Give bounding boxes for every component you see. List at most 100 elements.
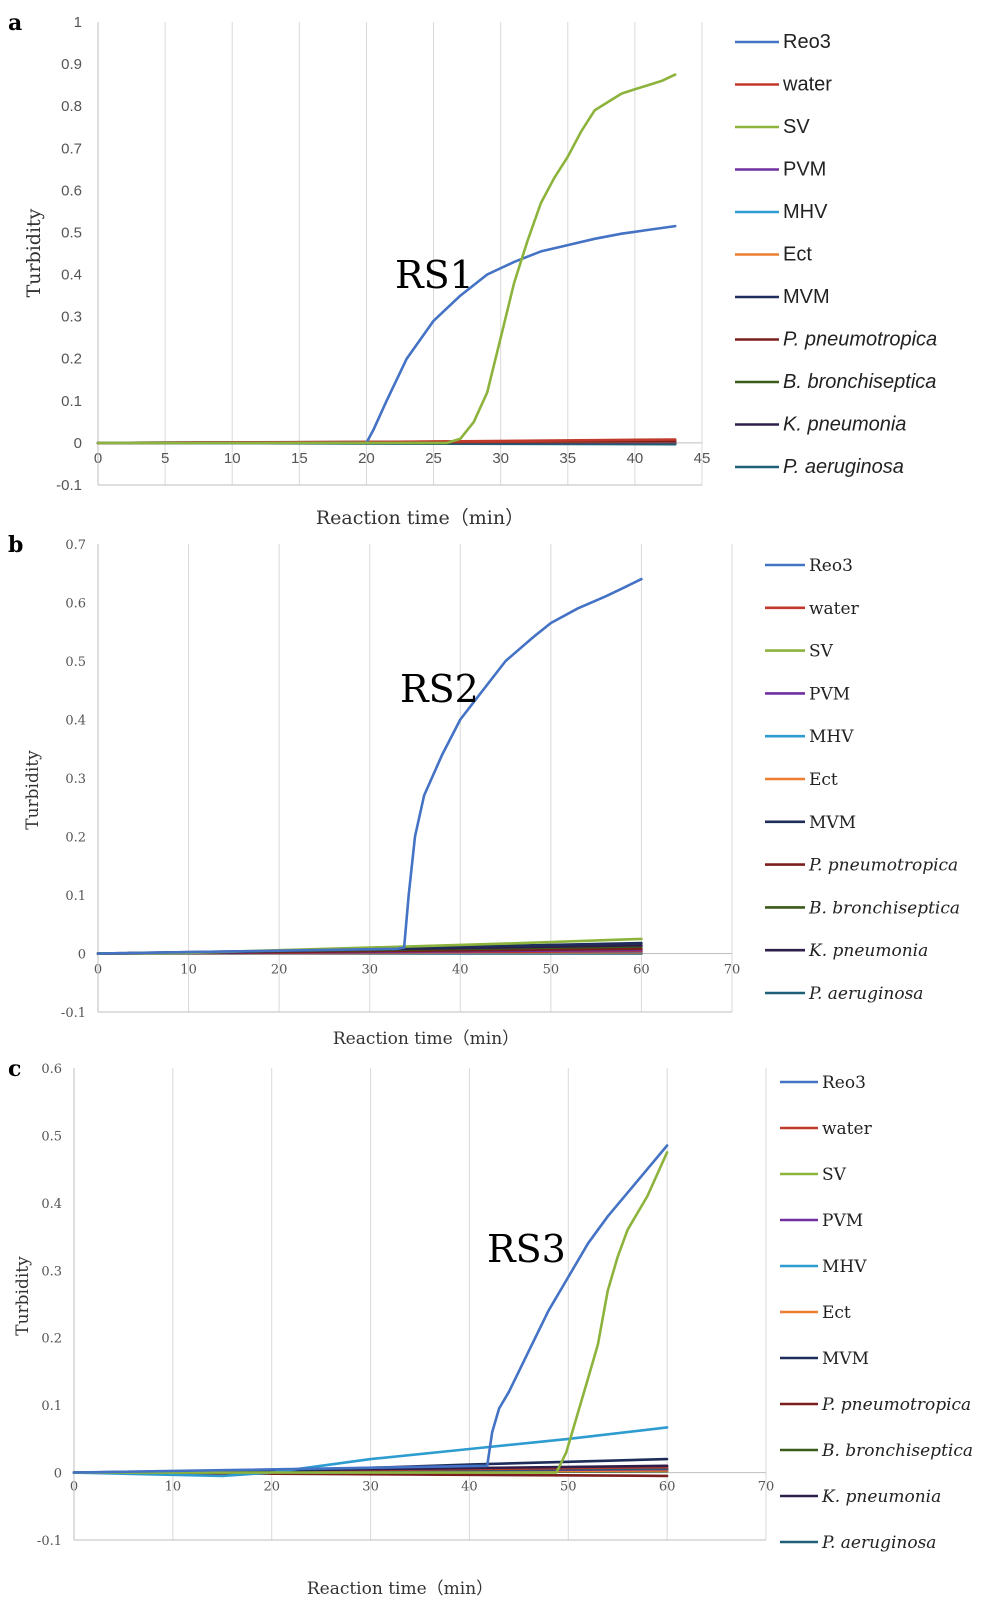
series-line-reo3 <box>72 1144 669 1474</box>
legend-label: MHV <box>822 1257 867 1277</box>
legend-item: MVM <box>765 813 856 833</box>
curve-annotation: RS3 <box>487 1227 566 1271</box>
y-tick-label: 0.9 <box>61 56 82 73</box>
legend-label: water <box>782 74 832 96</box>
legend-item: Reo3 <box>735 31 831 53</box>
legend-item: PVM <box>780 1211 863 1231</box>
y-tick-label: 0 <box>54 1467 62 1482</box>
legend-item: Ect <box>765 770 838 790</box>
y-tick-label: 0.2 <box>61 351 82 368</box>
y-tick-label: 0.2 <box>41 1332 62 1347</box>
legend-item: SV <box>765 642 834 662</box>
y-axis-title: Turbidity <box>23 750 43 830</box>
series-line-mhv <box>72 1426 669 1478</box>
x-tick-label: 45 <box>694 450 711 467</box>
legend-item: MHV <box>735 201 828 223</box>
legend-label: MVM <box>783 286 830 308</box>
y-tick-label: 0.4 <box>41 1197 62 1212</box>
legend-item: K. pneumonia <box>735 414 906 436</box>
y-tick-label: -0.1 <box>56 477 82 494</box>
legend-item: SV <box>735 116 810 138</box>
y-tick-label: -0.1 <box>37 1534 62 1549</box>
x-tick-label: 30 <box>362 1480 379 1495</box>
y-tick-label: 0.6 <box>65 597 86 612</box>
series-line-reo3 <box>96 577 643 955</box>
legend-label: B. bronchiseptica <box>783 371 936 393</box>
legend-label: MHV <box>783 201 828 223</box>
legend-label: B. bronchiseptica <box>808 898 960 918</box>
legend-label: PVM <box>822 1211 863 1231</box>
legend-label: SV <box>783 116 810 138</box>
panel-letter: a <box>8 10 22 36</box>
legend-item: P. aeruginosa <box>780 1533 936 1553</box>
x-tick-label: 50 <box>543 963 560 978</box>
y-tick-label: 0.5 <box>41 1129 62 1144</box>
x-tick-label: 70 <box>724 963 741 978</box>
x-tick-label: 40 <box>627 450 644 467</box>
legend-label: Ect <box>809 770 838 790</box>
legend-item: PVM <box>765 684 850 704</box>
grid-lines <box>188 544 733 1012</box>
y-tick-label: 0 <box>78 948 86 963</box>
legend-label: MVM <box>822 1349 869 1369</box>
legend-item: MVM <box>780 1349 869 1369</box>
y-tick-label: 0.1 <box>61 393 82 410</box>
legend-item: K. pneumonia <box>780 1487 941 1507</box>
legend-item: B. bronchiseptica <box>780 1441 973 1461</box>
legend-label: K. pneumonia <box>821 1487 941 1507</box>
legend-item: Ect <box>735 244 812 266</box>
legend-label: K. pneumonia <box>808 941 928 961</box>
legend-item: SV <box>780 1165 847 1185</box>
legend-label: water <box>809 599 860 619</box>
x-axis-title: Reaction time（min） <box>316 507 524 529</box>
y-tick-label: 1 <box>74 14 82 31</box>
x-axis-title: Reaction time（min） <box>333 1029 519 1049</box>
legend-item: PVM <box>735 159 826 181</box>
y-axis-title: Turbidity <box>23 208 45 297</box>
chart-panel-c: c 0 10 20 30 40 50 60 70 -0.1 0 0.1 0.2 0.3 0.4 0.5 0.6… <box>0 1056 1002 1600</box>
legend-item: Reo3 <box>780 1073 866 1093</box>
legend-label: P. aeruginosa <box>808 984 923 1004</box>
series-lines <box>96 577 643 955</box>
x-tick-label: 70 <box>758 1480 775 1495</box>
legend-label: P. pneumotropica <box>808 856 958 876</box>
legend-label: PVM <box>809 684 850 704</box>
legend-label: SV <box>822 1165 847 1185</box>
grid-lines <box>164 22 703 485</box>
legend: Reo3 water SV PVM MHV Ect MVM P. pneumotropica B… <box>765 556 960 1004</box>
axes: 0 10 20 30 40 50 60 70-0.100.10.20.30.40.50.60.… <box>61 538 740 1021</box>
x-tick-label: 40 <box>461 1480 478 1495</box>
y-tick-label: 0.3 <box>41 1264 62 1279</box>
x-tick-label: 60 <box>633 963 650 978</box>
legend-item: MHV <box>765 727 854 747</box>
legend: Reo3 water SV PVM MHV Ect MVM P. pneumotropica B… <box>780 1073 973 1553</box>
legend-item: B. bronchiseptica <box>765 898 960 918</box>
panel-letter: b <box>8 532 23 558</box>
legend-label: Reo3 <box>783 31 831 53</box>
y-tick-label: -0.1 <box>61 1006 86 1021</box>
legend-item: P. aeruginosa <box>735 456 904 478</box>
chart-svg-a: a 0 5 10 15 20 25 30 35 40 45-0.100.10.20.30.40.5… <box>8 10 937 529</box>
series-line-sv <box>72 1151 669 1474</box>
x-tick-label: 10 <box>224 450 241 467</box>
x-tick-label: 20 <box>263 1480 280 1495</box>
y-tick-label: 0.4 <box>61 267 82 284</box>
series-lines <box>72 1144 669 1478</box>
legend-label: P. aeruginosa <box>821 1533 936 1553</box>
legend-label: P. pneumotropica <box>821 1395 971 1415</box>
legend-item: water <box>735 74 832 96</box>
curve-annotation: RS1 <box>395 253 474 297</box>
y-tick-label: 0.7 <box>61 140 82 157</box>
legend-item: K. pneumonia <box>765 941 928 961</box>
y-tick-label: 0 <box>74 435 82 452</box>
x-tick-label: 30 <box>492 450 509 467</box>
y-tick-label: 0.7 <box>65 538 86 553</box>
legend-item: MVM <box>735 286 830 308</box>
legend-label: MVM <box>809 813 856 833</box>
chart-panel-a: a 0 5 10 15 20 25 30 35 40 45 -0.1 0 0.1 0.2 0.3 0.4 0.5… <box>0 0 1002 532</box>
y-tick-label: 0.4 <box>65 714 86 729</box>
curve-annotation: RS2 <box>400 667 479 711</box>
x-tick-label: 20 <box>271 963 288 978</box>
x-tick-label: 10 <box>165 1480 182 1495</box>
legend-item: MHV <box>780 1257 867 1277</box>
